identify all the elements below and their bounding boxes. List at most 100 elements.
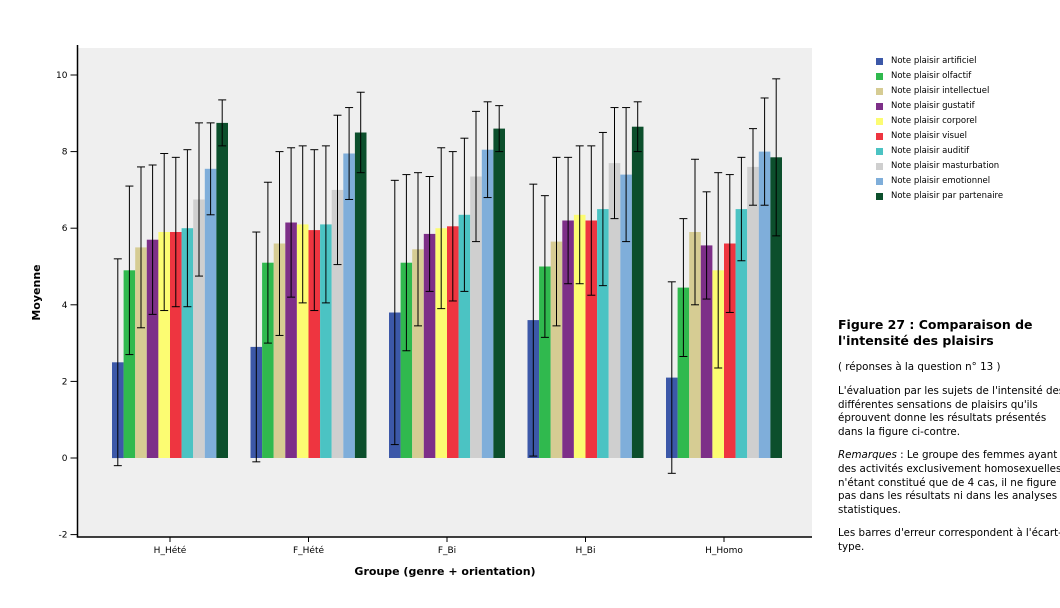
bar: [447, 226, 459, 458]
bar: [423, 233, 436, 458]
error-bar: [125, 185, 134, 356]
error-bar: [195, 122, 203, 277]
bar: [608, 163, 621, 458]
error-bar: [622, 107, 631, 243]
legend-label: Note plaisir visuel: [891, 131, 967, 142]
bar: [193, 199, 205, 458]
bar: [700, 245, 713, 458]
error-bar: [321, 145, 330, 304]
bar: [216, 122, 228, 459]
error-bar: [113, 258, 122, 467]
bar: [204, 168, 217, 459]
bar: [135, 247, 147, 458]
error-bar: [460, 137, 469, 292]
legend-item: Note plaisir corporel: [876, 114, 1003, 129]
legend-item: Note plaisir olfactif: [876, 69, 1003, 84]
error-bar: [356, 91, 365, 174]
error-bar: [587, 145, 596, 296]
legend-label: Note plaisir emotionnel: [891, 176, 991, 187]
bar: [146, 239, 159, 458]
error-bar: [137, 166, 145, 329]
figure-caption: Figure 27 : Comparaison de l'intensité d…: [838, 317, 1060, 564]
legend-label: Note plaisir olfactif: [891, 71, 972, 82]
bar: [758, 151, 771, 458]
error-bar: [495, 105, 504, 153]
error-bar: [218, 99, 227, 147]
error-bar: [702, 191, 711, 300]
error-bar: [610, 107, 619, 220]
y-tick-label: 6: [62, 224, 68, 234]
x-tick-label: H_Hété: [154, 545, 187, 556]
error-bar: [183, 149, 192, 308]
bar: [273, 243, 286, 458]
bar: [631, 126, 644, 458]
legend-label: Note plaisir gustatif: [891, 101, 975, 112]
bar: [770, 157, 782, 459]
bar-chart: -2 0 2 4 6 8 10 H_Hété F_Hété F_Bi H_Bi H_Homo Moyen…: [30, 45, 812, 578]
legend-item: Note plaisir par partenaire: [876, 189, 1003, 204]
error-bar: [737, 156, 746, 262]
error-bar: [772, 78, 781, 237]
legend-swatch: [876, 163, 883, 170]
bar: [158, 232, 170, 458]
x-tick-label: F_Hété: [293, 545, 325, 556]
bar: [458, 214, 471, 458]
bar: [435, 228, 447, 458]
bar: [689, 232, 701, 458]
y-tick-label: -2: [59, 531, 68, 541]
error-bar: [252, 231, 261, 463]
error-bar: [390, 179, 399, 446]
bar: [412, 249, 424, 458]
legend-swatch: [876, 133, 883, 140]
bar: [262, 262, 274, 458]
error-bar: [575, 145, 584, 285]
error-bar: [552, 156, 561, 327]
error-bar: [310, 149, 319, 312]
remarks-body: : Le groupe des femmes ayant des activit…: [838, 449, 1060, 516]
error-bar: [725, 174, 734, 313]
error-bar: [448, 151, 457, 302]
error-bar: [749, 128, 757, 206]
legend-label: Note plaisir artificiel: [891, 56, 977, 67]
error-bar: [564, 156, 573, 285]
error-bar: [679, 218, 688, 358]
caption-subtitle: ( réponses à la question n° 13 ): [838, 360, 1001, 373]
x-tick-label: H_Homo: [705, 546, 743, 556]
error-bar: [714, 172, 723, 369]
error-bar: [667, 281, 676, 474]
legend-swatch: [876, 88, 883, 95]
bar: [320, 224, 332, 458]
legend-swatch: [876, 178, 883, 185]
bar: [400, 262, 413, 458]
caption-title: Figure 27 : Comparaison de l'intensité d…: [838, 317, 1033, 349]
legend-item: Note plaisir masturbation: [876, 159, 1003, 174]
legend-item: Note plaisir emotionnel: [876, 174, 1003, 189]
bar: [343, 153, 355, 458]
error-bar: [529, 183, 538, 457]
legend-swatch: [876, 103, 883, 110]
bar: [747, 166, 759, 458]
bar: [493, 128, 505, 458]
legend-item: Note plaisir intellectuel: [876, 84, 1003, 99]
bar: [354, 132, 367, 458]
legend-item: Note plaisir auditif: [876, 144, 1003, 159]
error-bar: [437, 147, 446, 310]
y-tick-label: 10: [56, 71, 68, 81]
error-bar: [148, 164, 157, 315]
bar: [285, 222, 297, 458]
caption-paragraph-3: Les barres d'erreur correspondent à l'éc…: [838, 527, 1060, 553]
bar: [331, 189, 344, 458]
error-bar: [540, 195, 549, 338]
legend-label: Note plaisir masturbation: [891, 161, 1000, 172]
bar: [735, 209, 748, 458]
legend-label: Note plaisir intellectuel: [891, 86, 990, 97]
remarks-label: Remarques: [838, 449, 897, 462]
legend-swatch: [876, 193, 883, 200]
caption-paragraph-1: L'évaluation par les sujets de l'intensi…: [838, 385, 1060, 438]
legend-item: Note plaisir visuel: [876, 129, 1003, 144]
bar: [550, 241, 563, 458]
error-bar: [691, 158, 699, 306]
y-tick-label: 2: [62, 377, 68, 387]
bar: [562, 220, 574, 458]
